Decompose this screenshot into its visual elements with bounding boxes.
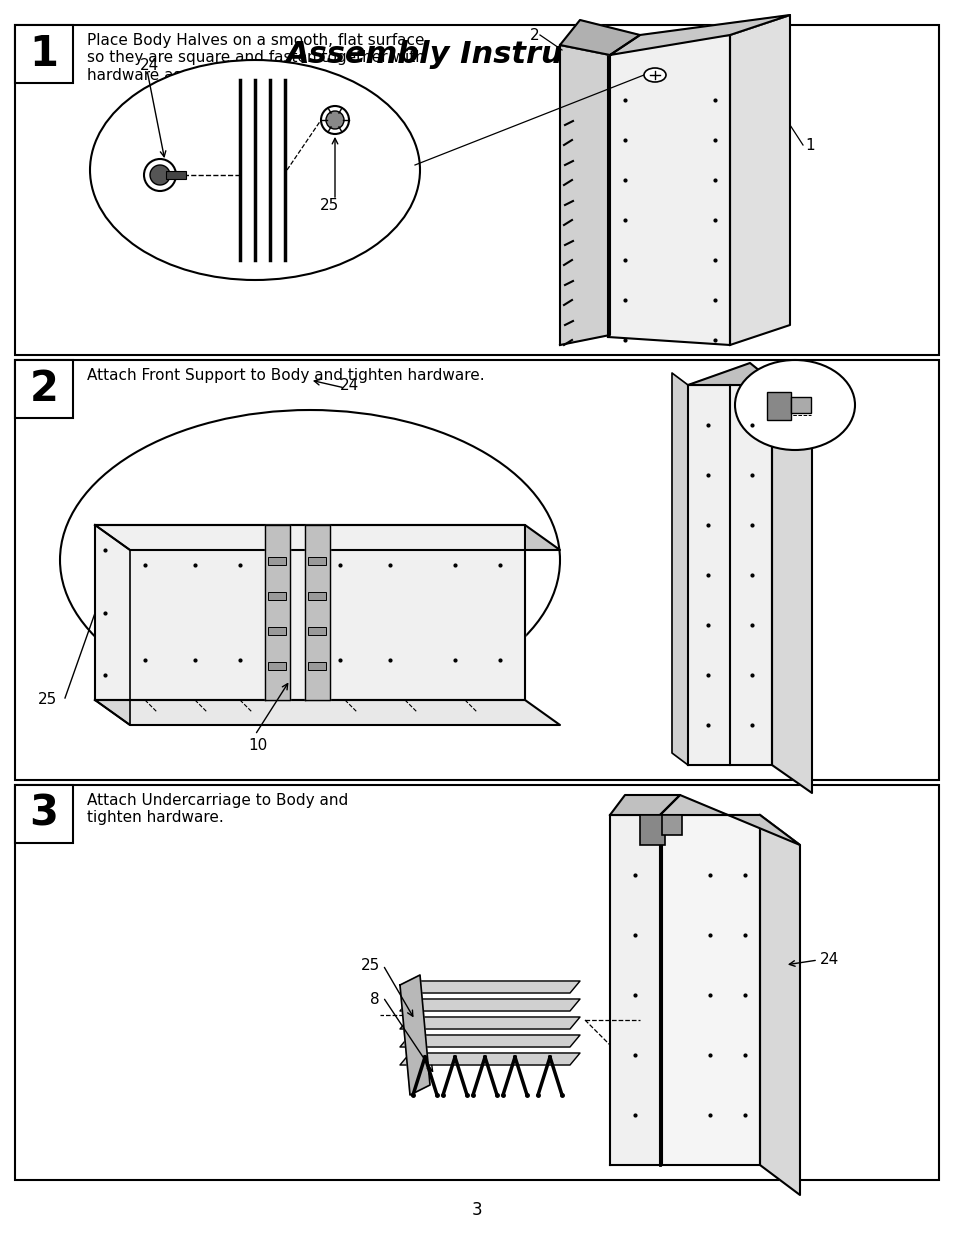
Polygon shape	[399, 1016, 579, 1029]
Text: 25: 25	[38, 693, 57, 708]
Text: Attach Front Support to Body and tighten hardware.: Attach Front Support to Body and tighten…	[87, 368, 484, 383]
Bar	[661, 815, 681, 835]
Bar	[268, 557, 286, 564]
Bar	[166, 170, 186, 179]
Text: 24: 24	[339, 378, 359, 393]
Polygon shape	[687, 363, 811, 412]
Ellipse shape	[90, 61, 419, 280]
Bar	[15, 785, 73, 844]
Bar	[308, 592, 326, 600]
Bar	[268, 662, 286, 671]
Bar	[308, 627, 326, 635]
Text: 1: 1	[30, 33, 58, 75]
Circle shape	[320, 106, 349, 135]
Polygon shape	[95, 525, 559, 550]
Bar	[308, 662, 326, 671]
Polygon shape	[609, 795, 679, 815]
Polygon shape	[399, 1035, 579, 1047]
Polygon shape	[95, 525, 130, 725]
Text: 25: 25	[320, 198, 339, 212]
Ellipse shape	[734, 359, 854, 450]
Bar	[790, 396, 810, 412]
Polygon shape	[305, 525, 330, 700]
Text: 1: 1	[804, 137, 814, 152]
Polygon shape	[399, 981, 579, 993]
Text: 24: 24	[820, 952, 839, 967]
Circle shape	[150, 165, 170, 185]
Text: 10: 10	[248, 737, 267, 752]
Circle shape	[326, 111, 344, 128]
Bar	[15, 785, 938, 1179]
Polygon shape	[607, 35, 729, 345]
Text: Attach Undercarriage to Body and
tighten hardware.: Attach Undercarriage to Body and tighten…	[87, 793, 348, 825]
Bar	[639, 815, 664, 845]
Polygon shape	[609, 15, 789, 56]
Bar	[268, 627, 286, 635]
Polygon shape	[760, 815, 800, 1195]
Text: 25: 25	[360, 957, 379, 972]
Polygon shape	[771, 385, 811, 793]
Polygon shape	[661, 815, 760, 1165]
Ellipse shape	[643, 68, 665, 82]
Polygon shape	[687, 385, 771, 764]
Polygon shape	[609, 815, 659, 1165]
Text: 8: 8	[370, 993, 379, 1008]
Text: Place Body Halves on a smooth, flat surface
so they are square and fasten togeth: Place Body Halves on a smooth, flat surf…	[87, 33, 424, 83]
Bar	[268, 592, 286, 600]
Polygon shape	[729, 15, 789, 345]
Bar	[15, 25, 73, 83]
Polygon shape	[671, 373, 687, 764]
Polygon shape	[399, 999, 579, 1011]
Polygon shape	[559, 20, 639, 56]
Bar	[15, 359, 938, 781]
Text: Assembly Instructions: Assembly Instructions	[286, 40, 667, 69]
Text: 24: 24	[140, 58, 159, 73]
Polygon shape	[95, 525, 524, 700]
Text: 3: 3	[471, 1200, 482, 1219]
Polygon shape	[399, 1053, 579, 1065]
Text: 2: 2	[30, 368, 58, 410]
Bar	[15, 359, 73, 417]
Bar	[15, 25, 938, 354]
Bar	[308, 557, 326, 564]
Polygon shape	[559, 44, 609, 345]
Bar	[766, 391, 790, 420]
Polygon shape	[95, 700, 559, 725]
Text: 2: 2	[530, 27, 539, 42]
Text: 3: 3	[30, 793, 58, 835]
Circle shape	[144, 159, 175, 191]
Polygon shape	[659, 795, 800, 845]
Ellipse shape	[60, 410, 559, 710]
Polygon shape	[265, 525, 290, 700]
Polygon shape	[399, 974, 430, 1095]
